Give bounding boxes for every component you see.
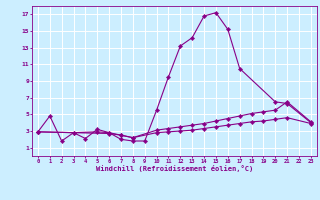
X-axis label: Windchill (Refroidissement éolien,°C): Windchill (Refroidissement éolien,°C) [96, 165, 253, 172]
